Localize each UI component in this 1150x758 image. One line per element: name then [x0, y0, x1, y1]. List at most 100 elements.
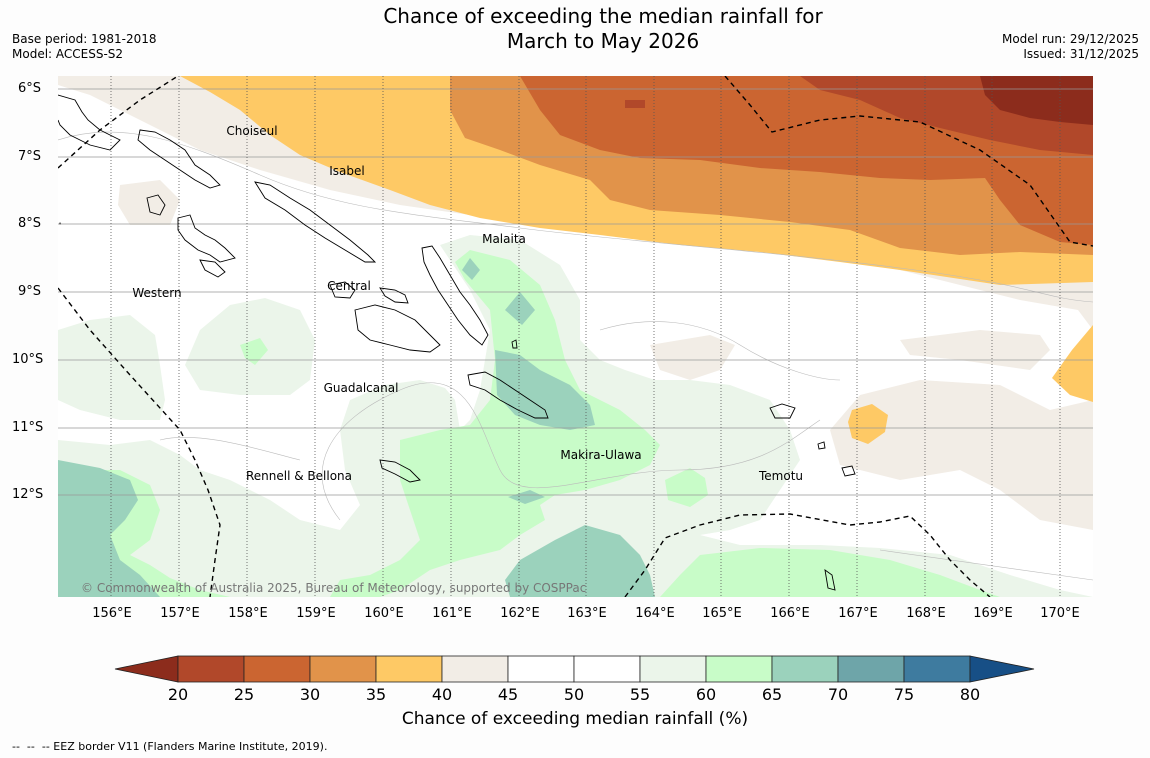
lon-label-162e: 162°E	[500, 606, 540, 621]
province-isabel: Isabel	[329, 164, 365, 178]
lat-label-7s: 7°S	[18, 149, 42, 164]
island-outlines	[58, 94, 856, 591]
cb-tick-70: 70	[827, 685, 849, 704]
contour-lines	[58, 131, 1093, 581]
lon-label-163e: 163°E	[567, 606, 607, 621]
island-small-4	[511, 339, 518, 349]
model-run: Model run: 29/12/2025	[1001, 32, 1139, 46]
map-marker: •	[58, 220, 62, 228]
region-60-65-east	[665, 468, 708, 507]
eez-south	[624, 513, 991, 597]
region-60-65-central	[330, 250, 1000, 597]
colorbar-segment	[639, 655, 707, 683]
province-western: Western	[132, 286, 182, 300]
island-new-georgia	[177, 214, 236, 263]
island-small-3	[817, 441, 826, 450]
cb-tick-75: 75	[893, 685, 915, 704]
cb-tick-20: 20	[167, 685, 189, 704]
colorbar-segment	[243, 655, 311, 683]
region-65-70-central	[495, 350, 595, 430]
colorbar-extend-high	[969, 655, 1035, 683]
island-central-b	[379, 287, 409, 304]
lat-label-6s: 6°S	[18, 81, 42, 96]
island-isabel	[254, 181, 377, 263]
region-65-70-south	[508, 490, 545, 504]
island-santa-cruz	[769, 403, 796, 419]
island-choiseul	[137, 129, 221, 189]
colorbar-segment	[705, 655, 773, 683]
island-makira	[467, 371, 549, 419]
lon-label-156e: 156°E	[92, 606, 132, 621]
colorbar-segment	[375, 655, 443, 683]
lat-label-9s: 9°S	[18, 284, 42, 299]
colorbar-segment	[771, 655, 839, 683]
lon-label-160e: 160°E	[364, 606, 404, 621]
province-temotu: Temotu	[758, 469, 804, 483]
region-35-40-se	[1052, 325, 1093, 402]
island-guadalcanal	[354, 304, 441, 353]
island-florida	[329, 281, 356, 299]
cb-tick-50: 50	[563, 685, 585, 704]
eez-legend-note: -- -- -- EEZ border V11 (Flanders Marine…	[12, 740, 328, 753]
lat-label-12s: 12°S	[12, 487, 44, 502]
region-35-40-spot	[848, 404, 888, 444]
run-info: Model run: 29/12/2025 Issued: 31/12/2025	[1002, 32, 1139, 62]
title-line-2: March to May 2026	[506, 29, 700, 53]
colorbar-segment	[573, 655, 641, 683]
region-55-60-west	[58, 315, 165, 420]
province-malaita: Malaita	[482, 232, 526, 246]
cb-tick-30: 30	[299, 685, 321, 704]
region-65-70-north	[505, 292, 535, 325]
lat-label-8s: 8°S	[18, 216, 42, 231]
cb-tick-60: 60	[695, 685, 717, 704]
latitude-gridlines	[58, 88, 1093, 496]
probability-field: •	[58, 76, 1093, 597]
lon-label-158e: 158°E	[228, 606, 268, 621]
island-malaita	[421, 245, 489, 346]
cb-tick-40: 40	[431, 685, 453, 704]
lat-label-11s: 11°S	[12, 420, 44, 435]
island-rendova	[199, 259, 226, 278]
region-65-70-n2	[462, 258, 480, 280]
province-guadalcanal: Guadalcanal	[323, 381, 399, 395]
region-65-70-west	[58, 460, 160, 597]
colorbar-segment	[309, 655, 377, 683]
cb-tick-35: 35	[365, 685, 387, 704]
model-name: Model: ACCESS-S2	[12, 47, 124, 61]
province-makira-ulawa: Makira-Ulawa	[560, 448, 642, 462]
colorbar-segment	[177, 655, 245, 683]
cb-tick-80: 80	[959, 685, 981, 704]
lon-label-161e: 161°E	[432, 606, 472, 621]
lon-label-159e: 159°E	[296, 606, 336, 621]
province-choiseul: Choiseul	[226, 124, 278, 138]
lon-label-166e: 166°E	[770, 606, 810, 621]
island-small-1	[841, 465, 856, 477]
eez-northeast	[724, 76, 1093, 247]
island-bougainville	[58, 94, 121, 151]
copyright-notice: © Commonwealth of Australia 2025, Bureau…	[81, 581, 587, 595]
model-info: Base period: 1981-2018 Model: ACCESS-S2	[12, 32, 157, 62]
region-40-45-west	[118, 180, 180, 225]
cb-tick-45: 45	[497, 685, 519, 704]
region-below-20	[980, 76, 1093, 125]
island-rennell	[379, 459, 421, 483]
lat-label-10s: 10°S	[12, 352, 44, 367]
lon-label-170e: 170°E	[1040, 606, 1080, 621]
colorbar	[114, 655, 1035, 683]
lon-label-164e: 164°E	[635, 606, 675, 621]
region-65-70-sw	[505, 525, 655, 597]
eez-north	[58, 76, 179, 169]
map-title: Chance of exceeding the median rainfall …	[0, 4, 1150, 54]
lon-label-167e: 167°E	[838, 606, 878, 621]
cb-tick-65: 65	[761, 685, 783, 704]
colorbar-segment	[441, 655, 509, 683]
eez-west	[58, 287, 221, 597]
province-central: Central	[327, 279, 371, 293]
colorbar-segment	[903, 655, 971, 683]
eez-border	[58, 76, 1093, 597]
colorbar-segment	[507, 655, 575, 683]
region-40-45-mid	[650, 335, 735, 380]
cb-tick-55: 55	[629, 685, 651, 704]
lon-label-165e: 165°E	[702, 606, 742, 621]
